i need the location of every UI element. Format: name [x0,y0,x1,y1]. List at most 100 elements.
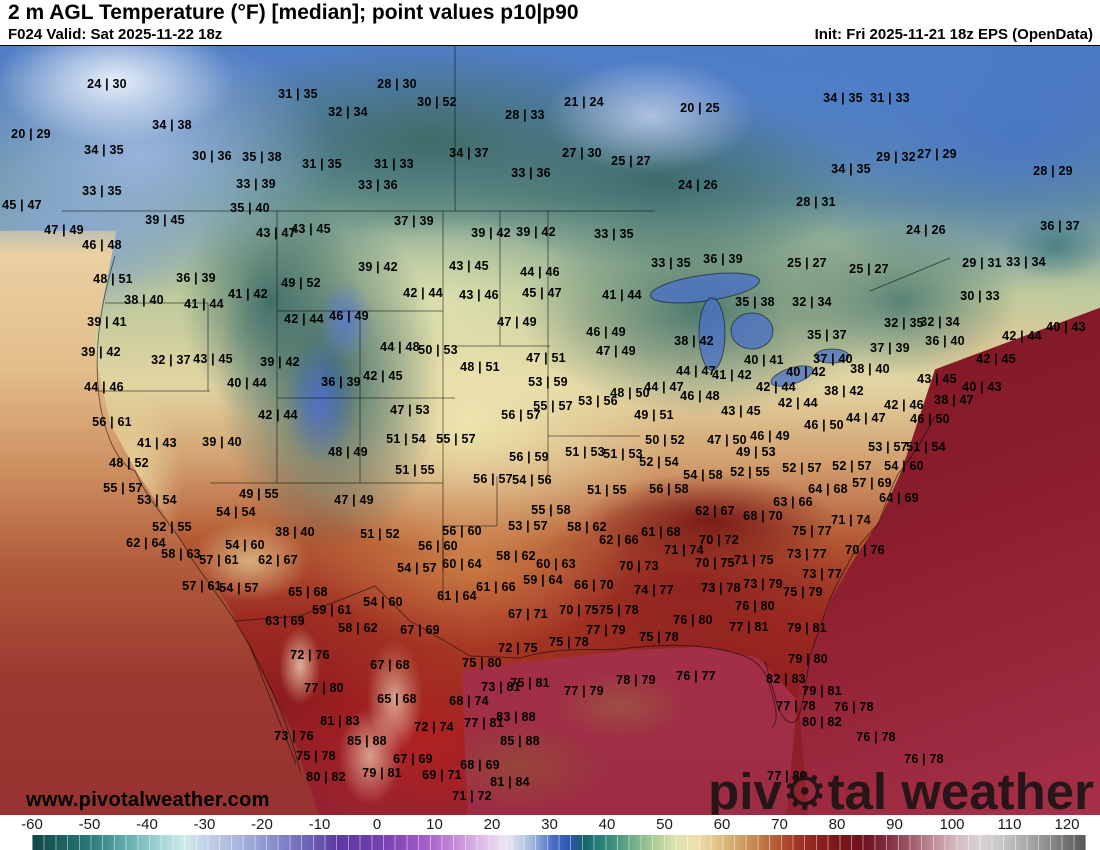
point-value: 47 | 49 [596,344,636,358]
point-value: 37 | 39 [870,341,910,355]
point-value: 20 | 25 [680,101,720,115]
point-value: 62 | 67 [258,553,298,567]
point-value: 47 | 53 [390,403,430,417]
colorbar-tick-label: 20 [483,816,501,833]
point-value: 64 | 68 [808,482,848,496]
point-value: 66 | 70 [574,578,614,592]
point-value: 41 | 42 [228,287,268,301]
point-value: 76 | 77 [676,669,716,683]
point-value: 34 | 38 [152,118,192,132]
point-value: 75 | 78 [549,635,589,649]
point-value: 60 | 64 [442,557,482,571]
brand-right: tal weather [827,763,1094,816]
point-value: 33 | 35 [594,227,634,241]
point-value: 38 | 40 [124,293,164,307]
point-value: 40 | 44 [227,376,267,390]
point-value: 53 | 57 [868,440,908,454]
point-value: 54 | 57 [397,561,437,575]
point-value: 50 | 53 [418,343,458,357]
point-value: 81 | 84 [490,775,530,789]
point-value: 49 | 52 [281,276,321,290]
point-value: 51 | 54 [906,440,946,454]
point-value: 77 | 79 [586,623,626,637]
point-value: 62 | 67 [695,504,735,518]
point-value: 43 | 47 [256,226,296,240]
point-value: 64 | 69 [879,491,919,505]
point-value: 42 | 44 [403,286,443,300]
init-time-text: Init: Fri 2025-11-21 18z EPS (OpenData) [814,26,1093,43]
point-value: 59 | 64 [523,573,563,587]
point-value: 36 | 39 [703,252,743,266]
point-value: 47 | 51 [526,351,566,365]
point-value: 65 | 68 [377,692,417,706]
point-value: 39 | 40 [202,435,242,449]
point-value: 41 | 42 [712,368,752,382]
point-value: 39 | 42 [81,345,121,359]
point-value: 46 | 49 [329,309,369,323]
point-value: 43 | 45 [917,372,957,386]
point-value: 31 | 33 [374,157,414,171]
point-value: 79 | 80 [788,652,828,666]
point-value: 69 | 71 [422,768,462,782]
point-value: 34 | 35 [831,162,871,176]
point-value: 73 | 81 [481,680,521,694]
point-value: 42 | 44 [258,408,298,422]
point-value: 54 | 60 [884,459,924,473]
point-value: 45 | 47 [522,286,562,300]
point-value: 39 | 42 [260,355,300,369]
point-value: 42 | 45 [976,352,1016,366]
point-value: 42 | 46 [884,398,924,412]
point-value: 32 | 34 [328,105,368,119]
point-value: 85 | 88 [347,734,387,748]
point-value: 70 | 76 [845,543,885,557]
point-value: 21 | 24 [564,95,604,109]
point-value: 75 | 80 [462,656,502,670]
point-value: 24 | 30 [87,77,127,91]
point-value: 35 | 40 [230,201,270,215]
point-value: 77 | 81 [729,620,769,634]
point-value: 42 | 45 [363,369,403,383]
point-value: 56 | 57 [473,472,513,486]
point-value: 71 | 75 [734,553,774,567]
point-value: 73 | 79 [743,577,783,591]
point-value: 48 | 51 [93,272,133,286]
point-value: 32 | 34 [792,295,832,309]
point-value: 44 | 47 [676,364,716,378]
point-value: 58 | 62 [567,520,607,534]
point-value: 32 | 37 [151,353,191,367]
point-value: 56 | 57 [501,408,541,422]
colorbar-tick-label: 100 [939,816,965,833]
point-value: 51 | 55 [395,463,435,477]
point-value: 76 | 80 [673,613,713,627]
point-value: 67 | 69 [393,752,433,766]
point-value: 75 | 81 [510,676,550,690]
point-value: 48 | 49 [328,445,368,459]
colorbar-tick-label: -40 [136,816,158,833]
point-value: 54 | 58 [683,468,723,482]
point-value: 54 | 60 [363,595,403,609]
point-value: 77 | 80 [767,769,807,783]
point-value: 82 | 83 [766,672,806,686]
point-value: 71 | 74 [664,543,704,557]
point-value: 33 | 35 [82,184,122,198]
point-value: 55 | 57 [103,481,143,495]
colorbar-tick-label: 30 [541,816,558,833]
point-value: 47 | 50 [707,433,747,447]
point-value: 77 | 80 [304,681,344,695]
colorbar-tick-label: 50 [656,816,673,833]
colorbar-tick-label: -20 [251,816,273,833]
point-value: 81 | 83 [320,714,360,728]
boundary-lines [62,46,951,772]
point-value: 60 | 63 [536,557,576,571]
point-value: 76 | 78 [834,700,874,714]
point-value: 40 | 41 [744,353,784,367]
point-value: 68 | 74 [449,694,489,708]
point-value: 33 | 36 [511,166,551,180]
url-watermark: www.pivotalweather.com [26,789,270,811]
brand-watermark: piv⚙tal weather [708,762,1094,816]
point-value: 45 | 47 [2,198,42,212]
point-value: 75 | 79 [783,585,823,599]
point-value: 47 | 49 [334,493,374,507]
point-value: 47 | 49 [44,223,84,237]
